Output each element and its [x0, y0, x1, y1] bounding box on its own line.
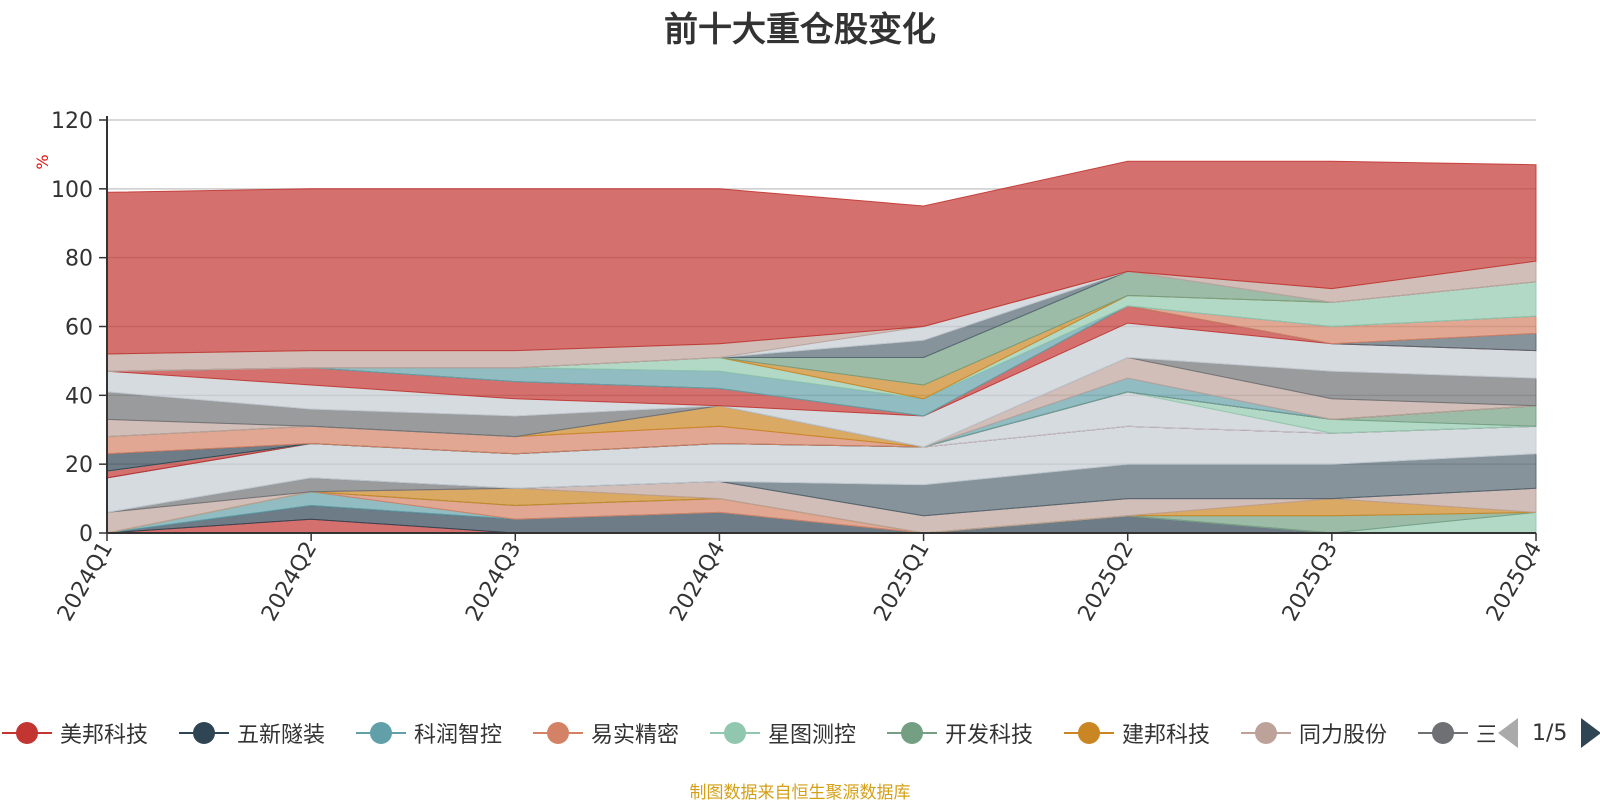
x-tick-label: 2025Q4	[1482, 538, 1547, 626]
legend-prev-page-button[interactable]	[1498, 718, 1518, 748]
y-tick-label: 60	[65, 316, 93, 341]
x-tick-label: 2024Q4	[665, 538, 730, 626]
source-note: 制图数据来自恒生聚源数据库	[689, 783, 911, 803]
legend-marker-icon	[1064, 722, 1114, 744]
legend-label: 美邦科技	[60, 723, 149, 748]
x-tick-label: 2025Q1	[869, 538, 934, 626]
legend-marker-icon	[710, 722, 760, 744]
x-tick-label: 2025Q2	[1074, 538, 1139, 626]
legend-marker-icon	[533, 722, 583, 744]
y-tick-label: 20	[65, 453, 93, 478]
x-tick-label: 2024Q1	[53, 538, 118, 626]
legend-label: 星图测控	[768, 723, 857, 748]
legend-item[interactable]: 五新隧装	[179, 713, 325, 753]
legend-item[interactable]: 开发科技	[887, 713, 1033, 753]
y-tick-label: 40	[65, 384, 93, 409]
chart-title: 前十大重仓股变化	[664, 10, 936, 50]
legend-label: 建邦科技	[1122, 723, 1211, 748]
legend-label: 同力股份	[1299, 723, 1388, 748]
x-tick-label: 2024Q2	[257, 538, 322, 626]
legend-item[interactable]: 星图测控	[710, 713, 856, 753]
x-tick-label: 2025Q3	[1278, 538, 1343, 626]
y-tick-label: 100	[51, 178, 93, 203]
legend-item[interactable]: 三	[1418, 713, 1495, 753]
legend-item[interactable]: 科润智控	[356, 713, 502, 753]
legend-marker-icon	[356, 722, 406, 744]
legend-item[interactable]: 易实精密	[533, 713, 679, 753]
legend: 美邦科技 五新隧装 科润智控 易实精密 星图测控 开发科技 建邦科技 同力股份 三	[0, 713, 1495, 753]
legend-item[interactable]: 美邦科技	[2, 713, 148, 753]
legend-label: 易实精密	[591, 723, 680, 748]
legend-item[interactable]: 同力股份	[1241, 713, 1387, 753]
legend-pager: 1/5	[1498, 716, 1600, 750]
y-axis-unit-label: %	[33, 154, 52, 169]
y-tick-label: 0	[79, 522, 93, 547]
legend-label: 三	[1476, 723, 1495, 748]
legend-item[interactable]: 建邦科技	[1064, 713, 1210, 753]
legend-label: 开发科技	[945, 723, 1034, 748]
legend-label: 科润智控	[414, 723, 503, 748]
legend-marker-icon	[2, 722, 52, 744]
legend-page-indicator: 1/5	[1532, 720, 1568, 746]
y-tick-label: 80	[65, 247, 93, 272]
x-tick-label: 2024Q3	[461, 538, 526, 626]
legend-label: 五新隧装	[237, 723, 326, 748]
legend-marker-icon	[1241, 722, 1291, 744]
area-series[interactable]	[106, 160, 1537, 355]
legend-marker-icon	[887, 722, 937, 744]
y-tick-label: 120	[51, 109, 93, 134]
legend-next-page-button[interactable]	[1581, 718, 1600, 748]
legend-marker-icon	[1418, 722, 1468, 744]
legend-marker-icon	[179, 722, 229, 744]
